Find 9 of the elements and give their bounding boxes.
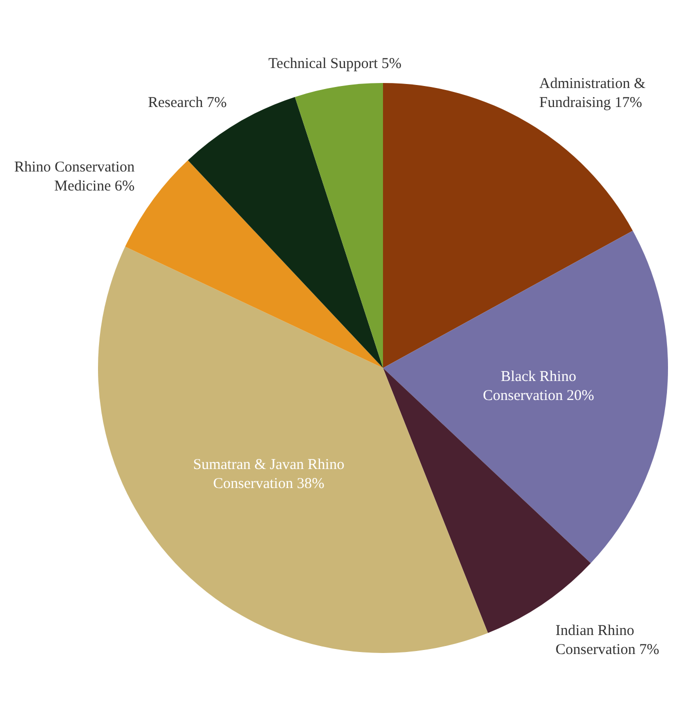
pie-slice <box>383 230 668 564</box>
slice-label: Indian Rhino Conservation 7% <box>556 623 660 658</box>
slice-label: Black Rhino Conservation 20% <box>482 370 594 405</box>
slice-label: Technical Support 5% <box>268 56 402 72</box>
slice-label: Administration & Fundraising 17% <box>539 76 646 112</box>
slice-label: Sumatran & Javan Rhino Conservation 38% <box>193 457 344 492</box>
slice-label: Research 7% <box>148 95 227 112</box>
pie-slice <box>294 83 383 368</box>
slice-label: Rhino Conservation Medicine 6% <box>14 160 136 195</box>
